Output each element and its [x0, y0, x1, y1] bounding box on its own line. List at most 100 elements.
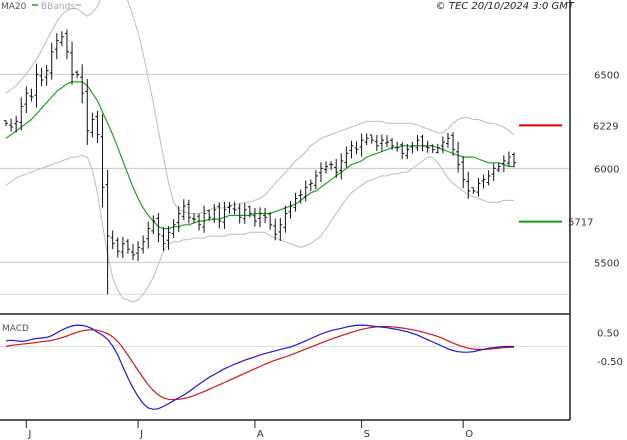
ma20-legend-label: MA20 [1, 2, 27, 12]
ohlc-bar [141, 235, 146, 254]
ohlc-bar [237, 203, 242, 224]
ohlc-bar [385, 135, 389, 148]
ohlc-bar [425, 140, 430, 153]
ohlc-bar [379, 134, 384, 152]
ohlc-bar [456, 141, 461, 173]
ohlc-bar [197, 213, 202, 231]
bb-lower-line [5, 154, 514, 303]
ohlc-bar [75, 70, 80, 79]
month-tick-label: J [27, 429, 31, 440]
month-tick-label: O [465, 429, 473, 440]
macd-panel-label: MACD [2, 324, 29, 334]
ohlc-bar [49, 42, 54, 80]
ohlc-bar [207, 209, 212, 222]
ohlc-bar [374, 135, 379, 151]
ohlc-bar [359, 133, 364, 157]
ohlc-bar [471, 187, 476, 194]
macd-panel: 0.50 -0.50 [0, 324, 623, 410]
ohlc-bar [131, 244, 135, 260]
ohlc-bar [476, 177, 481, 197]
ohlc-bar [268, 212, 273, 230]
ohlc-bar [202, 205, 207, 233]
ohlc-bar [481, 174, 486, 189]
ohlc-bar [39, 68, 44, 87]
ohlc-bar [100, 114, 105, 208]
ohlc-bar [186, 199, 191, 224]
ohlc-bar [191, 213, 196, 224]
ohlc-bar [324, 161, 329, 174]
ohlc-bar [293, 192, 298, 212]
copyright-text: © TEC 20/10/2024 3:0 GMT [436, 1, 575, 12]
ohlc-bar [95, 111, 100, 144]
ohlc-bar [80, 64, 85, 104]
ohlc-bar [405, 143, 410, 159]
ohlc-bar [298, 189, 303, 204]
ohlc-bar [156, 213, 161, 243]
ohlc-bar [70, 41, 75, 85]
ohlc-bar [349, 140, 354, 159]
ohlc-bar [410, 141, 415, 154]
ohlc-bar [430, 144, 435, 153]
ohlc-bar [445, 132, 450, 148]
ohlc-bar [34, 63, 39, 108]
ohlc-bar [171, 219, 176, 238]
ohlc-bar [161, 226, 166, 251]
ohlc-bar [354, 141, 359, 155]
ohlc-bar [344, 146, 349, 168]
ohlc-bar [364, 133, 369, 146]
ohlc-bar [461, 156, 466, 189]
ohlc-bar [64, 29, 69, 60]
price-axis-label: 5500 [594, 258, 619, 269]
ohlc-bar [146, 221, 151, 249]
macd-axis-label: 0.50 [597, 328, 619, 339]
ohlc-bar [222, 201, 227, 229]
ohlc-bar [115, 237, 120, 258]
ohlc-bar [110, 230, 115, 250]
ohlc-bar [512, 152, 516, 168]
ohlc-bar [303, 180, 308, 202]
ohlc-bar [466, 171, 471, 199]
ohlc-bar [242, 202, 247, 225]
ohlc-bar [283, 205, 288, 233]
ohlc-bar [400, 142, 405, 159]
ohlc-bar [212, 204, 217, 223]
ohlc-bar [252, 207, 257, 227]
ohlc-bar [486, 170, 491, 186]
ohlc-bar [278, 218, 283, 241]
ohlc-bar [136, 241, 141, 262]
bollinger-bands [5, 0, 515, 303]
price-levels: 6229 5717 [519, 121, 618, 229]
ohlc-bar [120, 236, 125, 258]
ohlc-bar [496, 162, 501, 173]
ohlc-bars [4, 29, 516, 295]
ohlc-bar [24, 86, 29, 114]
ohlc-bar [125, 239, 130, 254]
ohlc-bar [334, 159, 339, 178]
ohlc-bar [85, 79, 90, 145]
ohlc-bar [491, 163, 496, 181]
ohlc-bar [415, 135, 420, 151]
ohlc-bar [313, 170, 318, 190]
month-tick-label: S [364, 429, 370, 440]
macd-line [5, 324, 514, 410]
ohlc-bar [263, 207, 268, 223]
ohlc-bar [451, 132, 456, 156]
price-gridlines [0, 73, 570, 295]
ohlc-bar [308, 179, 313, 192]
ohlc-bar [420, 134, 425, 152]
ohlc-bar [258, 207, 262, 228]
ohlc-bar [440, 136, 445, 154]
ohlc-bar [318, 162, 323, 183]
bb-upper-line [5, 0, 515, 214]
ohlc-bar [44, 65, 49, 86]
ohlc-bar [273, 218, 278, 241]
ohlc-bar [29, 88, 34, 102]
ohlc-bar [166, 226, 171, 250]
price-axis-label: 6000 [594, 164, 619, 175]
ohlc-bar [232, 201, 237, 215]
ohlc-bar [395, 141, 400, 152]
ohlc-bar [181, 199, 186, 221]
ohlc-bar [227, 202, 232, 214]
ohlc-bar [390, 138, 395, 150]
